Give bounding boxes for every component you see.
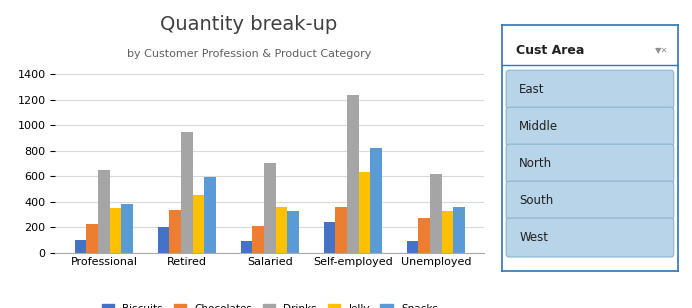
Bar [204,177,216,253]
Bar [192,195,204,253]
Bar [336,207,347,253]
Text: North: North [519,157,552,170]
FancyBboxPatch shape [506,218,674,257]
FancyBboxPatch shape [506,107,674,146]
Bar [370,148,382,253]
Bar [253,226,264,253]
Text: ▼✕: ▼✕ [655,46,668,55]
Bar [324,222,336,253]
FancyBboxPatch shape [506,70,674,109]
Text: Quantity break-up: Quantity break-up [161,15,338,34]
Bar [170,210,181,253]
FancyBboxPatch shape [506,181,674,220]
Bar [181,132,192,253]
FancyBboxPatch shape [506,144,674,183]
Bar [264,164,275,253]
Bar [347,95,358,253]
Text: by Customer Profession & Product Category: by Customer Profession & Product Categor… [127,49,372,59]
Bar [110,208,121,253]
Bar [407,241,419,253]
Bar [275,207,287,253]
Bar [419,217,430,253]
Bar [98,170,110,253]
Text: South: South [519,194,554,207]
Bar [430,174,441,253]
Text: West: West [519,231,548,244]
Bar [75,240,86,253]
Bar [241,241,253,253]
Bar [121,204,133,253]
Bar [287,211,299,253]
Text: East: East [519,83,545,96]
Bar [86,224,98,253]
Bar [158,227,170,253]
Text: Middle: Middle [519,120,558,133]
Bar [441,211,453,253]
Legend: Biscuits, Chocolates, Drinks, Jelly, Snacks: Biscuits, Chocolates, Drinks, Jelly, Sna… [98,300,442,308]
Bar [358,172,370,253]
Text: Cust Area: Cust Area [516,44,584,57]
Bar [453,207,465,253]
